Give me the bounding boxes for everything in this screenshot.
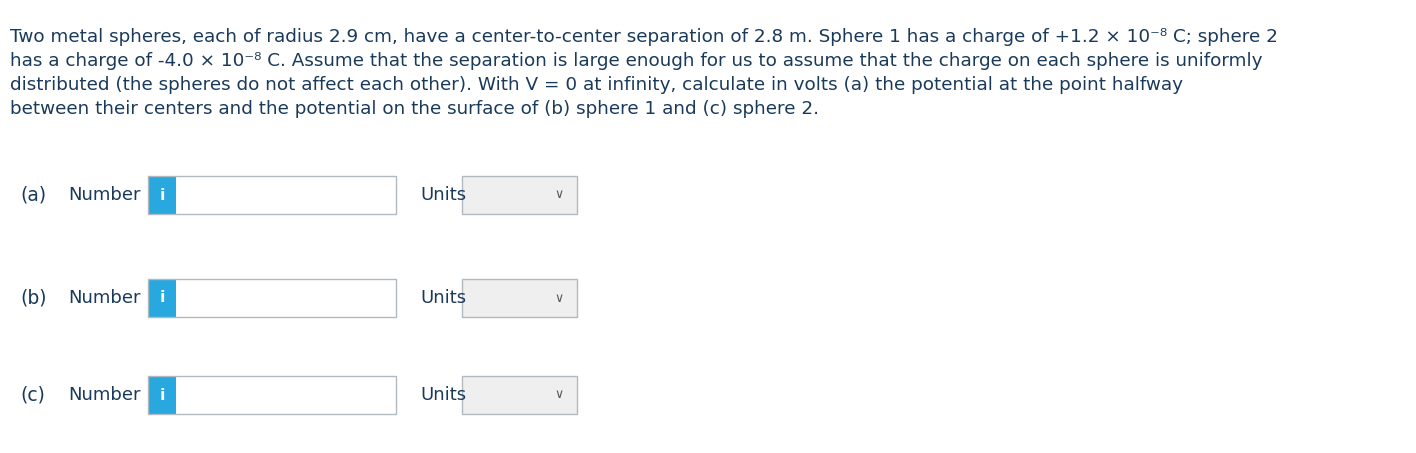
- Bar: [176, 176, 396, 214]
- Text: Two metal spheres, each of radius 2.9 cm, have a center-to-center separation of : Two metal spheres, each of radius 2.9 cm…: [10, 28, 1277, 46]
- Text: Units: Units: [421, 186, 466, 204]
- Bar: [149, 176, 176, 214]
- Bar: [462, 176, 576, 214]
- Text: Units: Units: [421, 386, 466, 404]
- Bar: [149, 279, 396, 317]
- Text: (a): (a): [20, 185, 47, 204]
- Text: Number: Number: [68, 186, 140, 204]
- Text: (c): (c): [20, 386, 45, 405]
- Text: Number: Number: [68, 289, 140, 307]
- Text: Number: Number: [68, 386, 140, 404]
- Text: has a charge of -4.0 × 10⁻⁸ C. Assume that the separation is large enough for us: has a charge of -4.0 × 10⁻⁸ C. Assume th…: [10, 52, 1263, 70]
- Text: between their centers and the potential on the surface of (b) sphere 1 and (c) s: between their centers and the potential …: [10, 100, 818, 118]
- Text: Units: Units: [421, 289, 466, 307]
- Text: i: i: [159, 387, 164, 403]
- Bar: [176, 376, 396, 414]
- Bar: [149, 176, 396, 214]
- Bar: [176, 279, 396, 317]
- Bar: [149, 376, 176, 414]
- Text: ∨: ∨: [555, 389, 564, 401]
- Text: (b): (b): [20, 289, 47, 308]
- Text: i: i: [159, 188, 164, 202]
- Text: ∨: ∨: [555, 291, 564, 304]
- Text: distributed (the spheres do not affect each other). With V = 0 at infinity, calc: distributed (the spheres do not affect e…: [10, 76, 1182, 94]
- Text: i: i: [159, 290, 164, 305]
- Bar: [462, 279, 576, 317]
- Bar: [462, 376, 576, 414]
- Text: ∨: ∨: [555, 188, 564, 202]
- Bar: [149, 279, 176, 317]
- Bar: [149, 376, 396, 414]
